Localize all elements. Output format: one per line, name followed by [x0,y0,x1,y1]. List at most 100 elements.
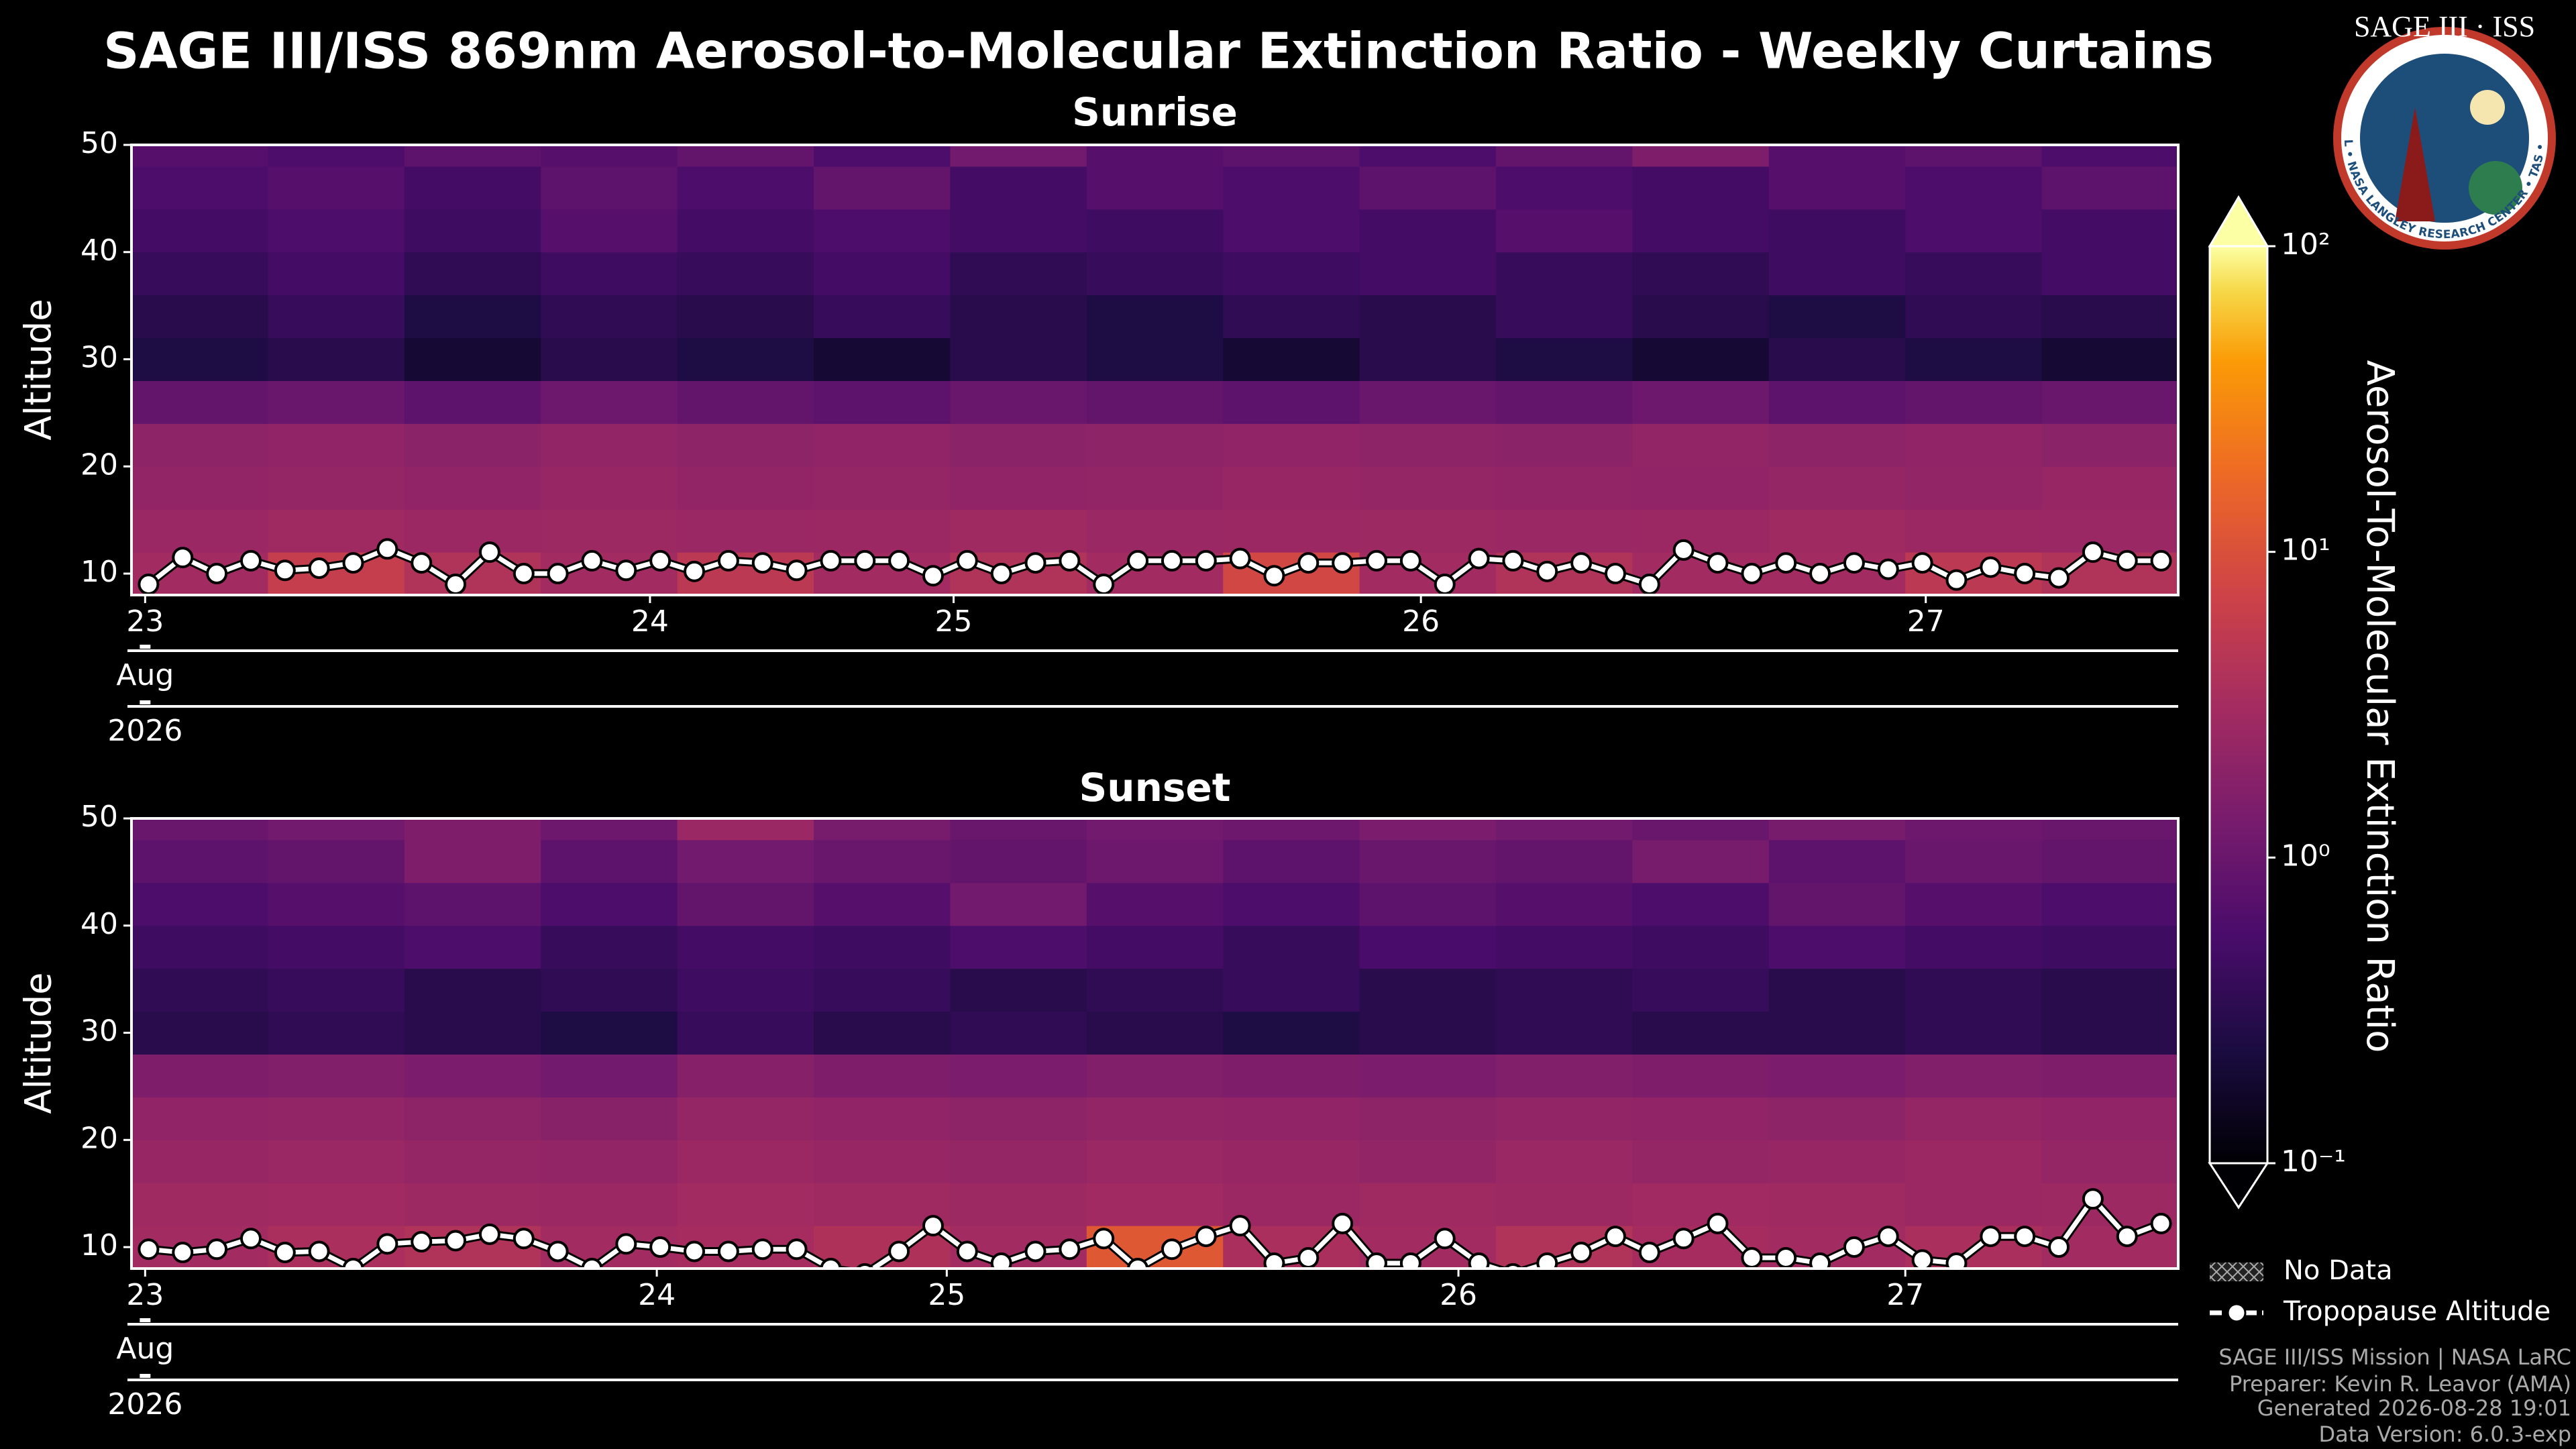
tropopause-marker [990,1252,1012,1269]
tropopause-marker [1093,1228,1115,1250]
heatmap-cell [404,1183,541,1226]
legend-label: Tropopause Altitude [2283,1296,2551,1327]
heatmap-cell [1086,380,1224,424]
heatmap-cell [950,423,1087,467]
heatmap-cell [2041,1140,2178,1183]
heatmap-cell [1768,423,1906,467]
heatmap-cell [1768,925,1906,969]
heatmap-cell [1905,166,2043,210]
heatmap-cell [1632,818,1770,841]
heatmap-cell [814,925,951,969]
tropopause-marker [172,547,194,569]
y-tick-label: 30 [80,1014,118,1049]
heatmap-cell [541,209,678,253]
heatmap-cell [1768,968,1906,1012]
legend: No Data Tropopause Altitude [2210,1255,2551,1327]
tropopause-marker [1911,1249,1933,1269]
heatmap-cell [404,839,541,883]
tropopause-marker [649,549,672,572]
heatmap-cell [404,925,541,969]
heatmap-cell [1496,1054,1633,1097]
tropopause-marker [1707,552,1729,574]
heatmap-cell [541,882,678,926]
heatmap-cell [131,968,268,1012]
tropopause-marker [1024,552,1046,574]
panel: Sunset Altitude 10 20 30 40 50 23 24 25 26 27 Aug 202… [17,765,2180,1421]
tropopause-marker [513,1228,535,1250]
heatmap-cell [2041,145,2178,167]
heatmap-cell [1905,145,2043,167]
heatmap-cell [541,839,678,883]
heatmap-cell [1223,925,1360,969]
heatmap-cell [131,1011,268,1055]
heatmap-cell [1768,1011,1906,1055]
panel-title: Sunrise [1072,89,1238,135]
tropopause-marker [684,560,706,582]
tropopause-marker [547,1240,569,1263]
heatmap-cell [814,145,951,167]
heatmap-cell [950,252,1087,296]
heatmap-cell [1086,423,1224,467]
heatmap-cell [814,839,951,883]
tropopause-marker [1980,556,2002,578]
heatmap-cell [404,968,541,1012]
heatmap-cell [950,509,1087,553]
plot-frame [130,144,2180,596]
heatmap-cell [814,1054,951,1097]
heatmap-cell [950,882,1087,926]
tropopause-marker [2014,1226,2036,1248]
heatmap-cell [2041,252,2178,296]
heatmap-cell [950,839,1087,883]
tropopause-marker [2150,1212,2172,1234]
y-tick-label: 50 [80,800,118,834]
heatmap-cell [1496,209,1633,253]
tropopause-marker [2116,549,2138,572]
logo-moon [2470,90,2505,125]
heatmap-cell [814,209,951,253]
heatmap-cell [1359,252,1497,296]
footer-line: Data Version: 6.0.3-exp [2318,1421,2571,1447]
legend-hatch [2210,1263,2263,1281]
heatmap-cell [814,294,951,339]
heatmap-cell [1496,1011,1633,1055]
heatmap-cell [541,1054,678,1097]
heatmap-cell [1496,145,1633,167]
heatmap-cell [268,818,405,841]
tropopause-marker [1332,1212,1354,1234]
legend-marker [2226,1303,2247,1323]
y-tick-label: 30 [80,341,118,375]
heatmap-cell [677,1183,814,1226]
heatmap-cell [1632,839,1770,883]
colorbar-label: Aerosol-To-Molecular Extinction Ratio [2358,360,2402,1053]
heatmap-cell [404,1097,541,1140]
heatmap-cell [1086,1097,1224,1140]
heatmap-cell [1496,294,1633,339]
tropopause-marker [1536,1252,1558,1269]
heatmap-cell [131,1183,268,1226]
heatmap-cell [1359,839,1497,883]
heatmap-cell [1632,882,1770,926]
heatmap-cell [131,423,268,467]
heatmap-cell [1223,166,1360,210]
heatmap-cell [1632,1140,1770,1183]
heatmap-cell [1768,145,1906,167]
heatmap-cell [1632,466,1770,510]
heatmap-cell [950,1011,1087,1055]
x-tick-label: 27 [1907,604,1945,639]
tropopause-marker [717,1240,739,1263]
tropopause-marker [751,552,773,574]
tropopause-marker [1127,1258,1149,1269]
heatmap-cell [1768,380,1906,424]
heatmap-cell [1632,925,1770,969]
tropopause-marker [478,541,500,564]
heatmap-cell [814,1097,951,1140]
tropopause-marker [2116,1226,2138,1248]
date-label: Aug [116,658,174,692]
tropopause-marker [1570,1242,1593,1264]
heatmap-cell [268,968,405,1012]
tropopause-marker [1843,1236,1865,1258]
heatmap-cell [541,252,678,296]
heatmap-cell [677,380,814,424]
tropopause-marker [1468,1252,1490,1269]
